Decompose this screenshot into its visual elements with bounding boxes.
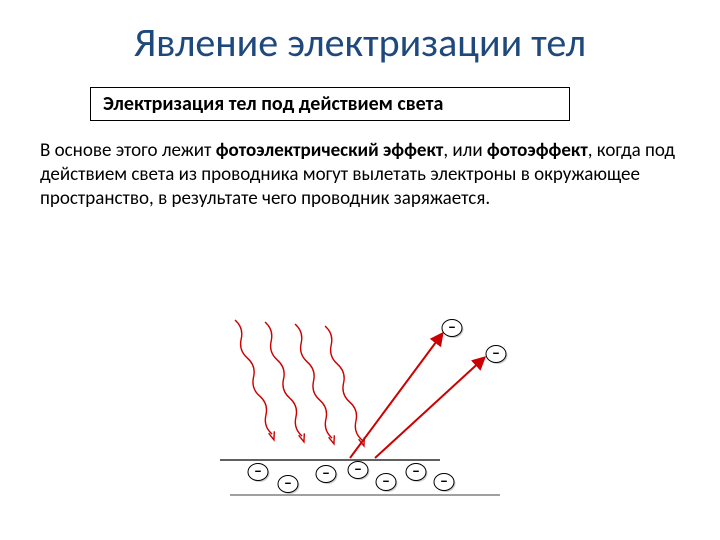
svg-text:–: – bbox=[412, 462, 420, 481]
body-bold-2: фотоэффект bbox=[487, 139, 588, 162]
svg-text:–: – bbox=[448, 318, 456, 337]
svg-text:–: – bbox=[492, 344, 500, 363]
body-text-2: , или bbox=[443, 139, 487, 162]
svg-text:–: – bbox=[382, 472, 390, 491]
svg-text:–: – bbox=[254, 462, 262, 481]
svg-text:–: – bbox=[322, 464, 330, 483]
subtitle-box: Электризация тел под действием света bbox=[90, 87, 570, 121]
body-text-1: В основе этого лежит bbox=[40, 139, 216, 162]
svg-text:–: – bbox=[354, 460, 362, 479]
subtitle-text: Электризация тел под действием света bbox=[103, 92, 557, 116]
page-title: Явление электризации тел bbox=[0, 0, 720, 79]
photoeffect-diagram: – – – – – – – – – bbox=[180, 310, 540, 520]
svg-text:–: – bbox=[440, 472, 448, 491]
body-paragraph: В основе этого лежит фотоэлектрический э… bbox=[0, 133, 720, 210]
body-bold-1: фотоэлектрический эффект bbox=[216, 139, 444, 162]
svg-text:–: – bbox=[284, 474, 292, 493]
